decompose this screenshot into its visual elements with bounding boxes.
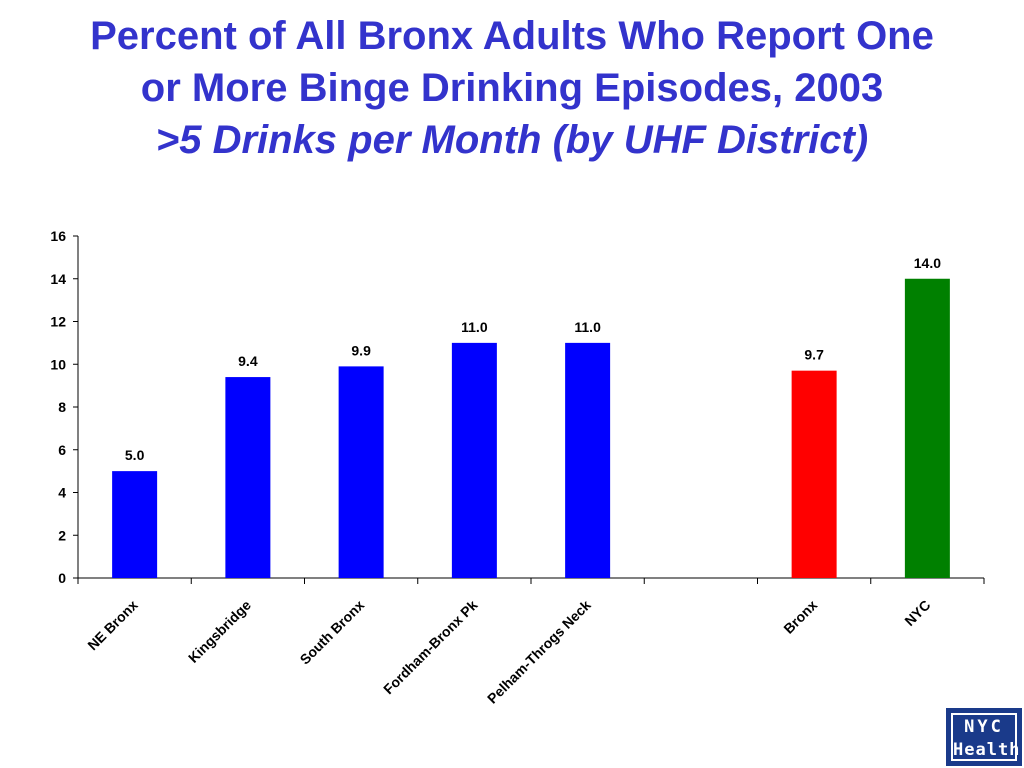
bar	[791, 370, 837, 578]
y-tick-label: 10	[50, 356, 66, 372]
x-category-label: Fordham-Bronx Pk	[380, 597, 481, 698]
x-category-label: NE Bronx	[84, 597, 141, 654]
bar	[112, 471, 158, 578]
logo-text-health: Health	[953, 740, 1021, 760]
y-tick-label: 4	[58, 485, 66, 501]
bar	[904, 278, 950, 578]
data-label: 11.0	[574, 319, 601, 335]
data-label: 11.0	[461, 319, 488, 335]
nyc-health-logo: NYC Health	[946, 708, 1022, 766]
chart-title-line-2: or More Binge Drinking Episodes, 2003	[140, 66, 884, 110]
data-label: 14.0	[914, 255, 941, 271]
x-category-label: Kingsbridge	[185, 597, 254, 666]
y-tick-label: 2	[58, 527, 66, 543]
data-label: 9.9	[351, 342, 371, 358]
x-category-label: South Bronx	[297, 597, 368, 668]
chart-subtitle: >5 Drinks per Month (by UHF District)	[155, 118, 869, 162]
data-label: 9.7	[804, 347, 824, 363]
chart-title-block: Percent of All Bronx Adults Who Report O…	[0, 10, 1024, 166]
chart-title-line-1: Percent of All Bronx Adults Who Report O…	[90, 14, 934, 58]
y-tick-label: 6	[58, 442, 66, 458]
x-category-label: Pelham-Throgs Neck	[484, 597, 594, 707]
bar	[225, 377, 271, 578]
y-tick-label: 0	[58, 570, 66, 586]
x-category-label: NYC	[901, 597, 933, 629]
bar	[338, 366, 384, 578]
y-tick-label: 8	[58, 399, 66, 415]
logo-text-nyc: NYC	[964, 717, 1004, 737]
bar	[565, 342, 611, 578]
y-tick-label: 14	[50, 271, 66, 287]
y-tick-label: 12	[50, 314, 66, 330]
x-category-label: Bronx	[780, 597, 820, 637]
data-label: 5.0	[125, 447, 145, 463]
bar	[451, 342, 497, 578]
data-label: 9.4	[238, 353, 258, 369]
logo-frame: NYC Health	[951, 713, 1021, 761]
y-tick-label: 16	[50, 228, 66, 244]
